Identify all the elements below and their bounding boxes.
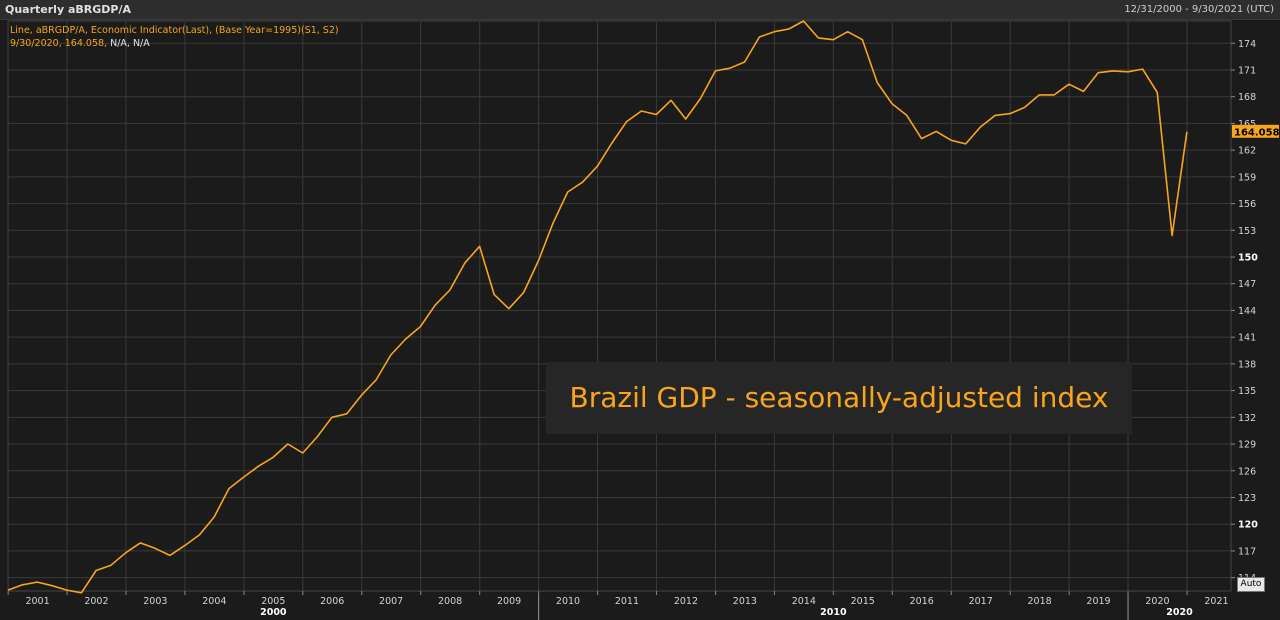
decade-label: 2010 [820,607,847,618]
x-tick-label: 2002 [84,596,108,607]
y-tick-label: 162 [1238,146,1256,157]
auto-scale-button[interactable]: Auto [1237,577,1265,592]
x-tick-label: 2020 [1145,596,1169,607]
y-tick-label: 168 [1238,92,1256,103]
x-tick-label: 2018 [1027,596,1051,607]
series-layer [7,20,1188,594]
chart-title: Quarterly aBRGDP/A [5,3,131,16]
x-axis: 2001 2002 2003 2004 2005 2006 2007 2008 2009 2010… [7,591,1229,620]
x-tick-label: 2015 [851,596,875,607]
title-bar: Quarterly aBRGDP/A 12/31/2000 - 9/30/202… [0,0,1280,20]
y-tick-label: 153 [1238,226,1256,237]
x-tick-label: 2010 [556,596,580,607]
grid-lines [7,20,1232,592]
x-tick-label: 2003 [143,596,167,607]
y-tick-label: 159 [1238,172,1256,183]
y-tick-label: 144 [1238,306,1256,317]
y-tick-label: 171 [1238,65,1256,76]
y-axis: 1141171201231261291321351381411441471501… [1231,39,1258,584]
series-legend: Line, aBRGDP/A, Economic Indicator(Last)… [10,25,339,36]
x-tick-label: 2014 [792,596,816,607]
y-tick-label: 132 [1238,413,1256,424]
y-tick-label: 138 [1238,359,1256,370]
x-tick-label: 2009 [497,596,521,607]
series-line [7,20,1188,594]
x-tick-label: 2017 [969,596,993,607]
chart-annotation: Brazil GDP - seasonally-adjusted index [546,362,1132,434]
y-tick-label: 135 [1238,386,1256,397]
y-tick-label: 147 [1238,279,1256,290]
decade-label: 2020 [1166,607,1193,618]
y-tick-label: 150 [1238,253,1258,264]
x-tick-label: 2004 [202,596,226,607]
x-tick-label: 2012 [674,596,698,607]
x-tick-label: 2011 [615,596,639,607]
x-tick-label: 2021 [1204,596,1228,607]
x-tick-label: 2001 [25,596,49,607]
decade-label: 2000 [260,607,287,618]
y-tick-label: 174 [1238,39,1256,50]
last-value-label: 164.058 [1234,127,1280,138]
y-tick-label: 126 [1238,466,1256,477]
x-tick-label: 2019 [1086,596,1110,607]
last-value-text: 9/30/2020, 164.058, [10,38,108,49]
y-tick-label: 117 [1238,546,1256,557]
y-tick-label: 141 [1238,333,1256,344]
y-tick-label: 123 [1238,493,1256,504]
y-tick-label: 129 [1238,440,1256,451]
y-tick-label: 165 [1238,119,1256,130]
series-last-values: 9/30/2020, 164.058, N/A, N/A [10,38,150,49]
y-tick-label: 120 [1238,520,1258,531]
date-range: 12/31/2000 - 9/30/2021 (UTC) [1124,4,1274,15]
x-tick-label: 2008 [438,596,462,607]
x-tick-label: 2007 [379,596,403,607]
na-values: N/A, N/A [110,38,150,49]
plot-frame [7,20,1232,592]
last-value-box [1232,124,1279,138]
x-tick-label: 2016 [910,596,934,607]
y-tick-label: 156 [1238,199,1256,210]
x-tick-label: 2013 [733,596,757,607]
last-value-marker: 164.058 [1232,124,1280,138]
x-tick-label: 2006 [320,596,344,607]
x-tick-label: 2005 [261,596,285,607]
